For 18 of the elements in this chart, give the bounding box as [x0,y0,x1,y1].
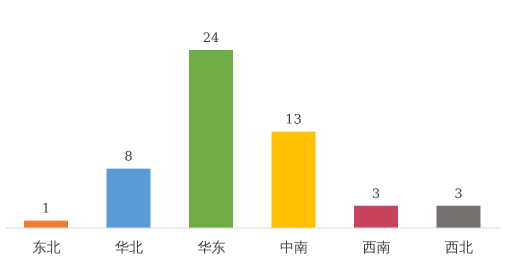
bar [24,220,68,228]
data-label: 8 [124,150,133,165]
x-tick-label: 华东 [197,240,226,256]
data-label: 3 [372,186,380,202]
bar [354,206,398,228]
x-tick-label: 中南 [280,240,308,256]
bar [436,206,480,228]
bar [106,168,150,228]
x-tick-label: 西南 [362,240,390,256]
data-label: 13 [285,112,302,128]
x-tick-label: 东北 [32,240,60,256]
x-tick-label: 华北 [114,240,143,256]
x-tick-label: 西北 [444,240,473,256]
bar [189,50,233,228]
data-label: 1 [42,202,50,217]
data-label: 24 [202,31,220,46]
data-label: 3 [454,186,463,202]
bar [272,132,316,228]
